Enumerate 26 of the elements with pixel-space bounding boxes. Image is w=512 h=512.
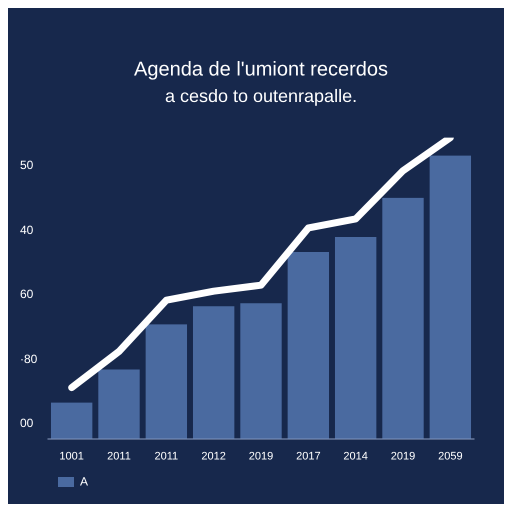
bar — [146, 324, 188, 439]
bar — [98, 370, 140, 439]
text: 50 — [20, 158, 34, 172]
bar — [192, 306, 234, 439]
bar — [334, 236, 376, 439]
x-tick-label: 2017 — [296, 450, 321, 462]
chart-title: Agenda de l'umiont recerdos — [134, 58, 388, 81]
x-tick-label: 2019 — [248, 450, 274, 462]
legend-label: A — [80, 474, 88, 488]
chart-subtitle: a cesdo to outenrapalle. — [164, 86, 358, 106]
bar — [288, 252, 330, 439]
bar — [430, 156, 472, 439]
x-tick-label: 2014 — [343, 450, 368, 462]
bar — [50, 402, 92, 439]
bar — [240, 303, 282, 439]
text: 60 — [20, 287, 34, 301]
x-tick-label: 1001 — [59, 450, 84, 462]
x-tick-label: 2019 — [390, 450, 416, 462]
x-tick-label: 2059 — [438, 450, 463, 462]
text: 40 — [20, 222, 34, 236]
text: ·80 — [20, 352, 38, 366]
x-tick-label: 2011 — [154, 450, 178, 462]
x-tick-label: 2011 — [107, 450, 131, 462]
text: 00 — [20, 416, 34, 430]
bar — [382, 198, 424, 439]
x-tick-label: 2012 — [201, 450, 226, 462]
